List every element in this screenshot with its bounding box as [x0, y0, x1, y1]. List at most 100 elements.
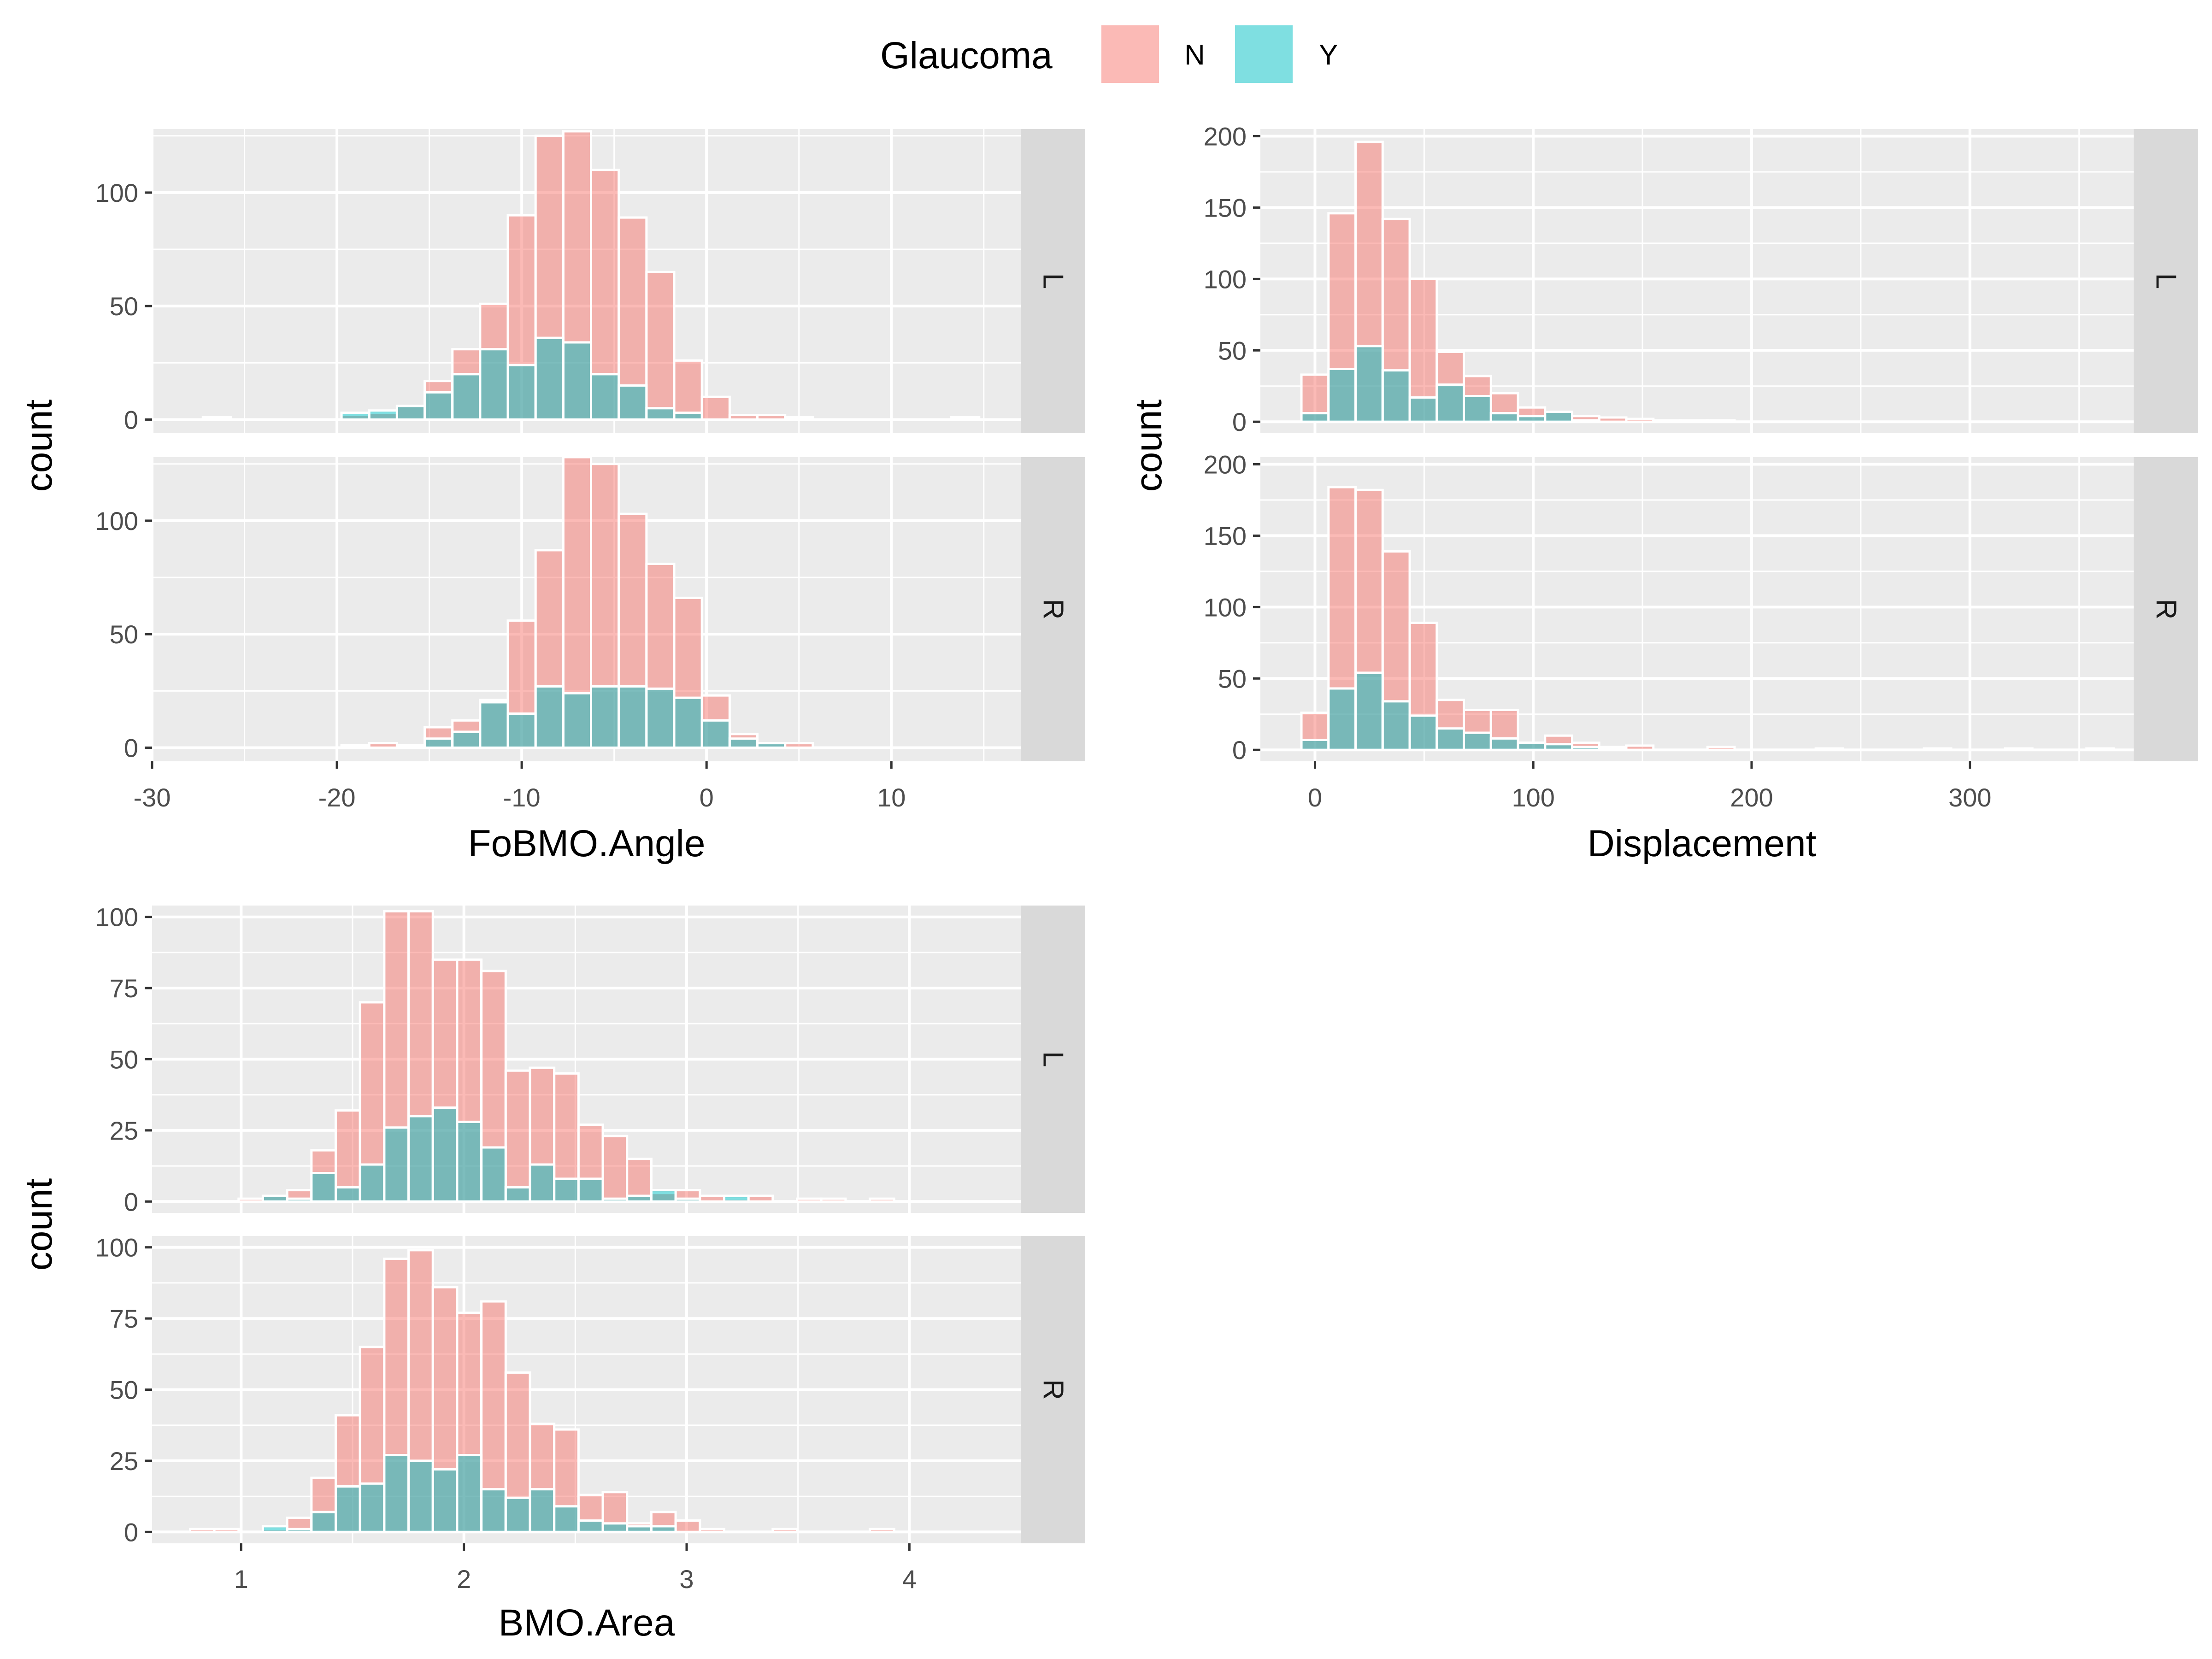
- bar-y-l-10: [1571, 419, 1600, 423]
- x-tick-label: 0: [1308, 783, 1322, 812]
- bar-n-l-21: [699, 1194, 725, 1203]
- bar-y-l-10: [451, 373, 482, 421]
- bar-y-r-3: [261, 1525, 288, 1533]
- bar-y-l-9: [1544, 411, 1574, 423]
- y-tick-label: 50: [110, 620, 138, 649]
- bar-y-l-8: [395, 405, 426, 421]
- bar-y-r-19: [700, 719, 731, 749]
- y-tick-label: 75: [110, 1304, 138, 1333]
- y-tick-label: 0: [124, 733, 138, 762]
- bar-y-r-3: [1381, 700, 1411, 751]
- bar-y-l-7: [1489, 412, 1519, 423]
- bar-y-r-4: [286, 1528, 313, 1533]
- bar-y-r-9: [1544, 743, 1574, 751]
- x-tick-label: 2: [457, 1565, 471, 1594]
- bar-y-l-4: [1408, 396, 1438, 423]
- x-tick-label: 0: [700, 783, 714, 812]
- bar-y-r-8: [383, 1454, 410, 1533]
- bar-y-l-22: [723, 1194, 750, 1203]
- bar-y-r-18: [673, 696, 703, 749]
- bar-n-r-1: [213, 1528, 240, 1533]
- y-axis-title: count: [18, 1178, 60, 1271]
- y-tick-label: 100: [95, 506, 138, 535]
- bar-n-l-15: [1706, 419, 1736, 423]
- y-axis-title: count: [18, 399, 60, 492]
- bar-y-r-2: [1354, 671, 1384, 751]
- bar-y-r-12: [506, 712, 537, 749]
- bar-n-r-8: [395, 744, 426, 749]
- bar-y-r-1: [1327, 687, 1357, 751]
- y-tick-label: 75: [110, 974, 138, 1003]
- bar-y-l-8: [1517, 415, 1547, 423]
- x-tick-label: 4: [902, 1565, 917, 1594]
- facet-strip-label: R: [1037, 1379, 1069, 1400]
- bar-n-r-0: [188, 1528, 216, 1533]
- bar-y-r-9: [424, 737, 454, 749]
- bar-n-r-20: [674, 1519, 701, 1533]
- bar-y-r-11: [1598, 747, 1628, 751]
- bar-n-l-22: [784, 416, 814, 421]
- facet-panel-r: 0 50 100 150 200 R: [1204, 450, 2198, 765]
- y-axis-title: count: [1128, 399, 1170, 492]
- bar-y-l-8: [383, 1126, 410, 1203]
- bar-y-r-18: [626, 1525, 653, 1533]
- bar-y-r-16: [618, 685, 648, 749]
- bar-y-l-16: [618, 384, 648, 421]
- y-tick-label: 100: [95, 1233, 138, 1262]
- bar-n-r-19: [1814, 747, 1844, 751]
- y-tick-label: 150: [1204, 521, 1247, 550]
- bar-y-r-14: [529, 1488, 556, 1533]
- bar-y-l-4: [286, 1197, 313, 1203]
- legend-label-n: N: [1184, 39, 1205, 71]
- bar-y-r-16: [577, 1519, 604, 1533]
- x-tick-label: 1: [234, 1565, 248, 1594]
- bar-n-l-14: [1679, 419, 1709, 423]
- bar-y-l-17: [601, 1197, 629, 1203]
- bar-n-r-12: [1625, 744, 1655, 751]
- chart-bmo-area: 0 25 50 75 100 L 0 25 50 75 100 R 1 2 3 4 BMO.Area co…: [18, 903, 1085, 1644]
- facet-panel-l: 0 25 50 75 100 L: [95, 903, 1085, 1216]
- bar-y-l-15: [590, 373, 620, 421]
- bar-y-l-3: [261, 1194, 288, 1203]
- legend: Glaucoma N Y: [880, 25, 1338, 83]
- bar-n-l-17: [645, 271, 676, 421]
- x-tick-label: -20: [318, 783, 356, 812]
- bar-y-r-19: [650, 1525, 677, 1533]
- bar-n-r-22: [784, 742, 814, 749]
- legend-label-y: Y: [1319, 39, 1338, 71]
- y-tick-label: 25: [110, 1116, 138, 1145]
- x-tick-label: -30: [134, 783, 171, 812]
- bar-y-r-6: [335, 1485, 361, 1533]
- chart-displacement: 0 50 100 150 200 L 0 50 100 150 200 R 0 100 200 300 D…: [1128, 122, 2198, 865]
- bar-y-l-12: [480, 1146, 507, 1203]
- y-tick-label: 50: [1218, 336, 1247, 365]
- bar-y-r-9: [407, 1459, 434, 1533]
- y-tick-label: 50: [1218, 664, 1247, 693]
- bar-y-l-18: [673, 412, 703, 421]
- bar-y-l-9: [424, 391, 454, 421]
- bar-y-r-4: [1408, 714, 1438, 751]
- bar-y-l-20: [674, 1197, 701, 1203]
- bar-y-r-8: [1517, 741, 1547, 751]
- bar-y-l-11: [479, 348, 509, 421]
- y-tick-label: 200: [1204, 450, 1247, 479]
- bar-y-r-10: [451, 730, 482, 749]
- bar-y-l-13: [534, 336, 565, 421]
- bar-y-l-1: [1327, 368, 1357, 423]
- bar-y-l-19: [650, 1189, 677, 1203]
- y-tick-label: 100: [1204, 593, 1247, 622]
- bar-y-r-7: [1489, 737, 1519, 751]
- bar-n-l-23: [747, 1194, 774, 1203]
- bar-n-l-20: [728, 414, 759, 421]
- bar-n-l-11: [1598, 416, 1628, 423]
- y-tick-label: 0: [124, 1187, 138, 1216]
- bar-y-l-3: [1381, 369, 1411, 423]
- bar-y-r-6: [1463, 731, 1492, 751]
- facet-panel-r: 0 50 100 R: [95, 456, 1085, 762]
- bar-y-l-9: [407, 1115, 434, 1203]
- bar-y-r-17: [601, 1522, 629, 1533]
- bar-n-r-29: [2085, 747, 2115, 751]
- x-axis-title: Displacement: [1588, 823, 1817, 865]
- bar-n-l-2: [237, 1197, 264, 1203]
- legend-key-y: [1235, 25, 1293, 83]
